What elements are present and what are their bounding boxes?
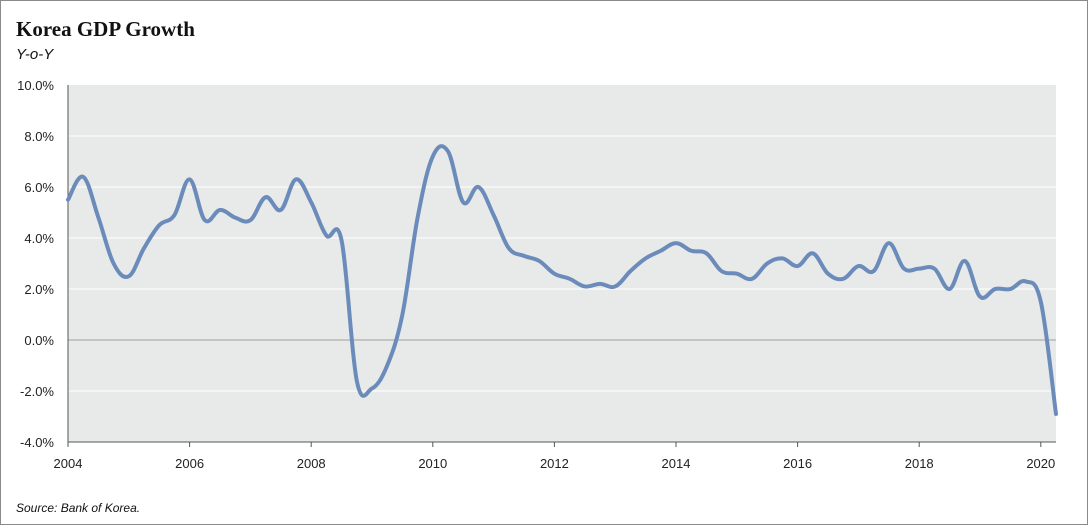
x-tick-label: 2008 — [297, 456, 326, 471]
source-note: Source: Bank of Korea. — [16, 501, 141, 515]
x-tick-label: 2016 — [783, 456, 812, 471]
y-tick-label: 6.0% — [24, 180, 54, 195]
chart-subtitle: Y-o-Y — [16, 46, 54, 63]
x-tick-label: 2018 — [905, 456, 934, 471]
y-axis-tick-labels: 10.0% 8.0% 6.0% 4.0% 2.0% 0.0% -2.0% -4.0% — [17, 78, 54, 450]
x-axis-tick-labels: 2004 2006 2008 2010 2012 2014 2016 2018 2020 — [54, 456, 1056, 471]
x-tick-label: 2006 — [175, 456, 204, 471]
x-tick-label: 2020 — [1026, 456, 1055, 471]
y-tick-label: 4.0% — [24, 231, 54, 246]
x-tick-label: 2014 — [662, 456, 691, 471]
y-tick-label: -2.0% — [20, 384, 54, 399]
y-tick-label: 0.0% — [24, 333, 54, 348]
x-tick-label: 2010 — [418, 456, 447, 471]
x-tick-label: 2004 — [54, 456, 83, 471]
y-tick-label: 8.0% — [24, 129, 54, 144]
plot-area — [68, 85, 1056, 442]
y-tick-label: 10.0% — [17, 78, 54, 93]
axes — [67, 85, 1056, 447]
gridlines — [68, 135, 1056, 392]
y-tick-label: 2.0% — [24, 282, 54, 297]
chart-title: Korea GDP Growth — [16, 17, 195, 41]
x-tick-label: 2012 — [540, 456, 569, 471]
y-tick-label: -4.0% — [20, 435, 54, 450]
series-line — [66, 144, 1058, 416]
